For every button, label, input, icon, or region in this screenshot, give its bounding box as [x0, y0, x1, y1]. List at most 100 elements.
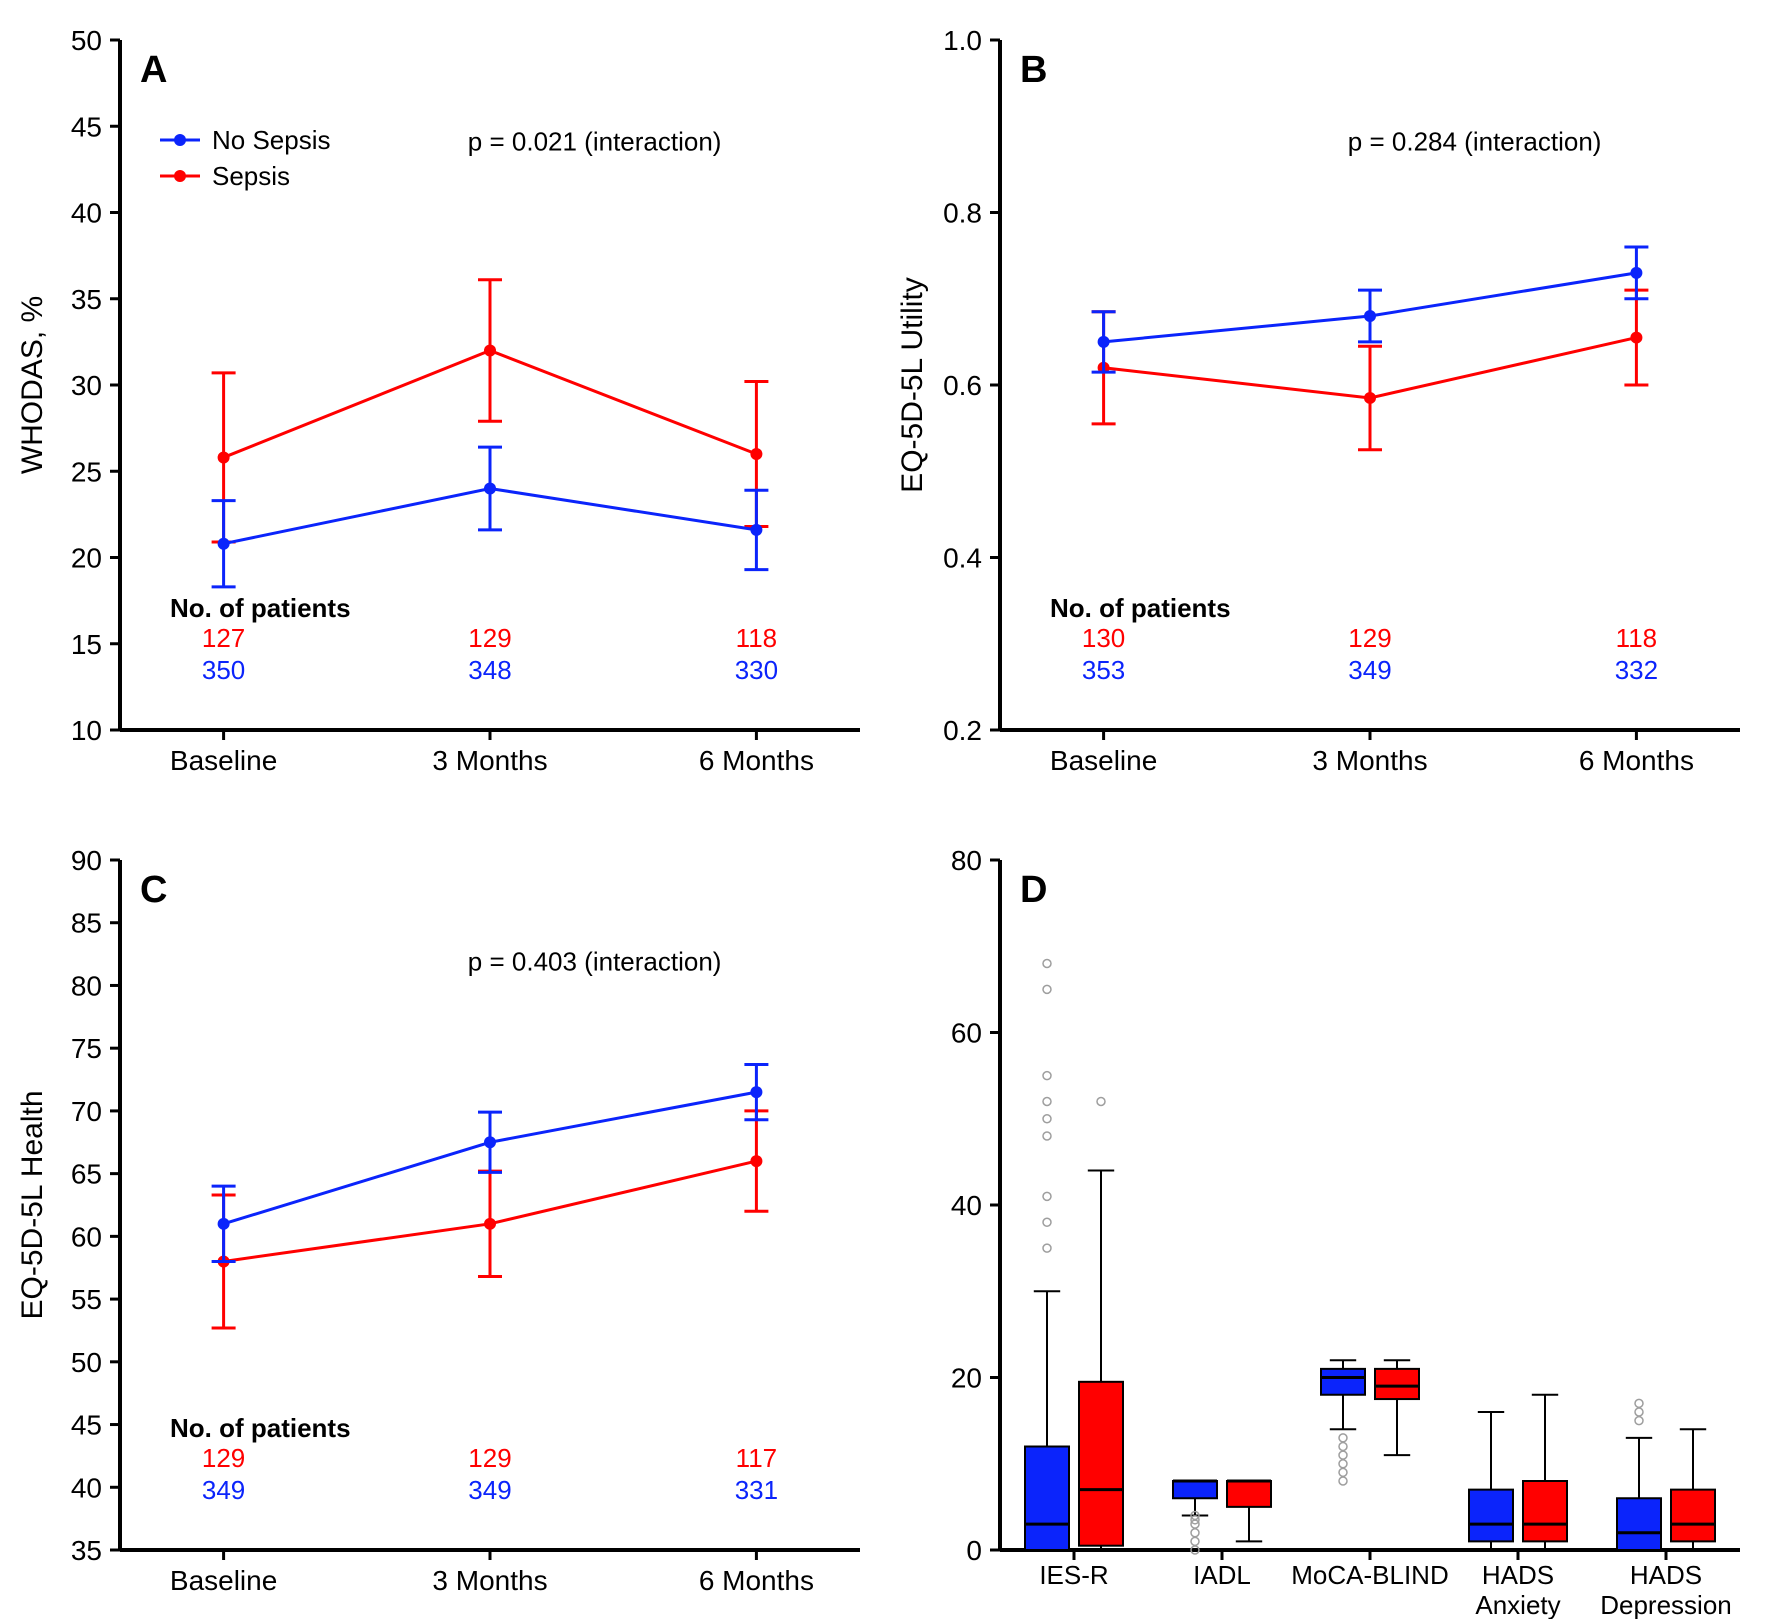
- p-value-text: p = 0.021 (interaction): [468, 126, 722, 156]
- y-tick-label: 15: [71, 629, 102, 660]
- box-outlier: [1339, 1477, 1347, 1485]
- y-tick-label: 60: [951, 1018, 982, 1049]
- y-tick-label: 40: [951, 1190, 982, 1221]
- series-point: [218, 451, 230, 463]
- box-outlier: [1043, 1132, 1051, 1140]
- box-category-label: Depression: [1600, 1590, 1732, 1619]
- box-outlier: [1043, 1072, 1051, 1080]
- y-tick-label: 20: [951, 1363, 982, 1394]
- box-rect: [1321, 1369, 1365, 1395]
- box-category-label: HADS: [1482, 1560, 1554, 1590]
- y-axis-title: EQ-5D-5L Health: [16, 1091, 49, 1320]
- series-point: [484, 1136, 496, 1148]
- box-outlier: [1339, 1468, 1347, 1476]
- x-category-label: 6 Months: [1579, 745, 1694, 776]
- counts-label: No. of patients: [1050, 593, 1231, 623]
- legend-label: No Sepsis: [212, 125, 331, 155]
- count-no-sepsis: 331: [735, 1475, 778, 1505]
- series-point: [1098, 336, 1110, 348]
- box-outlier: [1043, 1218, 1051, 1226]
- box-rect: [1375, 1369, 1419, 1399]
- box-outlier: [1339, 1443, 1347, 1451]
- box-outlier: [1191, 1537, 1199, 1545]
- box-outlier: [1339, 1451, 1347, 1459]
- box-rect: [1173, 1481, 1217, 1498]
- count-sepsis: 129: [468, 1443, 511, 1473]
- box-outlier: [1043, 1192, 1051, 1200]
- x-category-label: Baseline: [1050, 745, 1157, 776]
- p-value-text: p = 0.403 (interaction): [468, 946, 722, 976]
- box-outlier: [1043, 1098, 1051, 1106]
- count-no-sepsis: 349: [468, 1475, 511, 1505]
- y-tick-label: 50: [71, 1347, 102, 1378]
- count-no-sepsis: 349: [1348, 655, 1391, 685]
- count-no-sepsis: 330: [735, 655, 778, 685]
- count-no-sepsis: 332: [1615, 655, 1658, 685]
- series-point: [218, 1218, 230, 1230]
- series-point: [1630, 267, 1642, 279]
- box-rect: [1025, 1447, 1069, 1551]
- legend-marker: [174, 170, 186, 182]
- count-no-sepsis: 348: [468, 655, 511, 685]
- series-point: [750, 524, 762, 536]
- panel-label: B: [1020, 49, 1047, 91]
- x-category-label: Baseline: [170, 1565, 277, 1596]
- box-outlier: [1043, 1115, 1051, 1123]
- box-category-label: IADL: [1193, 1560, 1251, 1590]
- box-outlier: [1635, 1399, 1643, 1407]
- series-point: [1364, 392, 1376, 404]
- series-point: [1630, 332, 1642, 344]
- y-tick-label: 40: [71, 1472, 102, 1503]
- y-tick-label: 45: [71, 111, 102, 142]
- y-tick-label: 40: [71, 198, 102, 229]
- counts-label: No. of patients: [170, 1413, 351, 1443]
- box-category-label: MoCA-BLIND: [1291, 1560, 1448, 1590]
- y-tick-label: 0.4: [943, 543, 982, 574]
- box-rect: [1617, 1498, 1661, 1550]
- panel-label: D: [1020, 869, 1047, 911]
- count-sepsis: 117: [736, 1443, 777, 1473]
- series-point: [218, 538, 230, 550]
- box-category-label: Anxiety: [1475, 1590, 1560, 1619]
- y-tick-label: 0.8: [943, 198, 982, 229]
- box-outlier: [1339, 1460, 1347, 1468]
- figure-svg: 101520253035404550Baseline3 Months6 Mont…: [0, 0, 1770, 1619]
- series-point: [484, 483, 496, 495]
- series-point: [484, 345, 496, 357]
- x-category-label: 3 Months: [432, 745, 547, 776]
- y-tick-label: 0.6: [943, 370, 982, 401]
- x-category-label: 6 Months: [699, 745, 814, 776]
- y-tick-label: 80: [951, 845, 982, 876]
- box-rect: [1079, 1382, 1123, 1546]
- series-point: [750, 448, 762, 460]
- counts-label: No. of patients: [170, 593, 351, 623]
- box-category-label: HADS: [1630, 1560, 1702, 1590]
- panel-label: A: [140, 49, 167, 91]
- x-category-label: 3 Months: [1312, 745, 1427, 776]
- x-category-label: Baseline: [170, 745, 277, 776]
- y-tick-label: 85: [71, 908, 102, 939]
- count-sepsis: 129: [202, 1443, 245, 1473]
- box-outlier: [1635, 1408, 1643, 1416]
- box-outlier: [1339, 1434, 1347, 1442]
- box-rect: [1469, 1490, 1513, 1542]
- box-rect: [1227, 1481, 1271, 1507]
- y-axis-title: WHODAS, %: [16, 296, 49, 474]
- box-outlier: [1043, 985, 1051, 993]
- count-sepsis: 127: [202, 623, 245, 653]
- count-no-sepsis: 353: [1082, 655, 1125, 685]
- y-tick-label: 50: [71, 25, 102, 56]
- box-outlier: [1043, 960, 1051, 968]
- y-tick-label: 80: [71, 970, 102, 1001]
- y-tick-label: 35: [71, 1535, 102, 1566]
- y-tick-label: 45: [71, 1410, 102, 1441]
- box-outlier: [1191, 1529, 1199, 1537]
- y-tick-label: 25: [71, 456, 102, 487]
- x-category-label: 3 Months: [432, 1565, 547, 1596]
- count-sepsis: 118: [736, 623, 777, 653]
- y-tick-label: 60: [71, 1221, 102, 1252]
- panel-label: C: [140, 869, 167, 911]
- y-tick-label: 0: [966, 1535, 982, 1566]
- series-point: [484, 1218, 496, 1230]
- y-tick-label: 1.0: [943, 25, 982, 56]
